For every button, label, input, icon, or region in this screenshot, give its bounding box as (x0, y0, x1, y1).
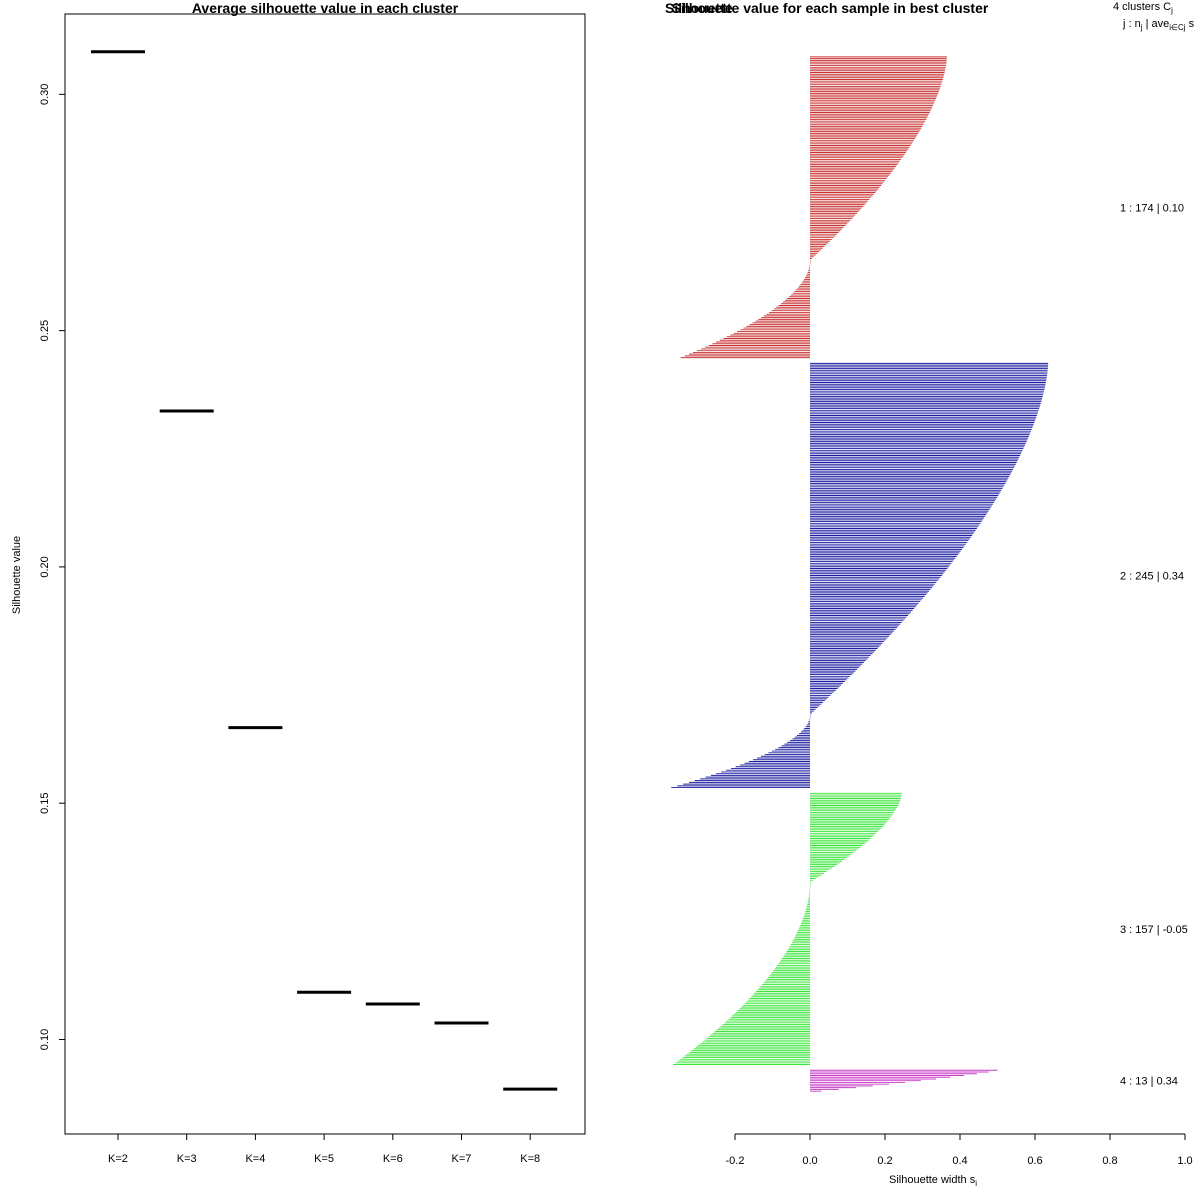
legend-header-line2: j : nj | avei∈Cj s (1122, 18, 1195, 32)
left-y-tick-label: 0.10 (39, 1029, 51, 1050)
right-x-tick-label: 0.0 (802, 1155, 817, 1167)
left-y-tick-label: 0.25 (39, 320, 51, 341)
right-overlay-title: Silhouette (665, 0, 733, 16)
cluster-2-legend-label: 2 : 245 | 0.34 (1120, 570, 1184, 582)
left-chart: Average silhouette value in each cluster… (11, 0, 586, 1165)
left-x-tick-label: K=4 (245, 1153, 265, 1165)
right-x-tick-label: 0.2 (877, 1155, 892, 1167)
cluster-4-legend-label: 4 : 13 | 0.34 (1120, 1076, 1178, 1088)
left-x-axis: K=2 K=3 K=4 K=5 K=6 K=7 K=8 (108, 1133, 540, 1165)
cluster-1-bars (680, 56, 947, 359)
legend-header-line1: 4 clusters Cj (1113, 1, 1173, 15)
cluster-4-bars (810, 1069, 998, 1092)
right-x-tick-label: 0.8 (1102, 1155, 1117, 1167)
left-chart-title: Average silhouette value in each cluster (192, 0, 459, 16)
cluster-3-legend-label: 3 : 157 | -0.05 (1120, 924, 1188, 936)
right-x-tick-label: 0.4 (952, 1155, 967, 1167)
left-plot-box (64, 13, 586, 1135)
right-x-tick-label: -0.2 (726, 1155, 745, 1167)
right-x-tick-label: 0.6 (1027, 1155, 1042, 1167)
right-legend: 1 : 174 | 0.10 2 : 245 | 0.34 3 : 157 | -0… (1120, 202, 1188, 1087)
left-y-axis: 0.10 0.15 0.20 0.25 0.30 (39, 84, 66, 1050)
right-x-tick-label: 1.0 (1177, 1155, 1192, 1167)
right-x-axis: -0.2 0.0 0.2 0.4 0.6 0.8 1.0 (726, 1133, 1193, 1167)
left-x-tick-label: K=7 (452, 1153, 472, 1165)
left-marks (91, 50, 558, 1091)
left-y-tick-label: 0.20 (39, 556, 51, 577)
left-y-tick-label: 0.30 (39, 84, 51, 105)
cluster-1-legend-label: 1 : 174 | 0.10 (1120, 202, 1184, 214)
cluster-2-bars (671, 362, 1049, 789)
left-y-axis-label: Silhouette value (11, 536, 23, 614)
right-chart-title: Silhouette value for each sample in best… (672, 0, 989, 16)
left-x-tick-label: K=8 (520, 1153, 540, 1165)
left-y-tick-label: 0.15 (39, 792, 51, 813)
left-x-tick-label: K=3 (177, 1153, 197, 1165)
right-chart: Silhouette value for each sample in best… (665, 0, 1195, 1188)
left-x-tick-label: K=6 (383, 1153, 403, 1165)
right-x-axis-label: Silhouette width si (889, 1174, 977, 1188)
left-x-tick-label: K=2 (108, 1153, 128, 1165)
right-bars (671, 56, 1049, 1092)
left-x-tick-label: K=5 (314, 1153, 334, 1165)
cluster-3-bars (673, 792, 902, 1066)
